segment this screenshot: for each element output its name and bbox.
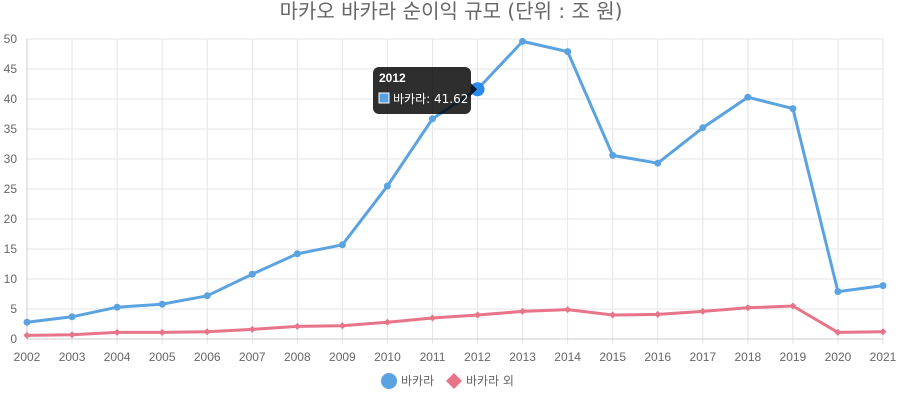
y-tick-label: 35 xyxy=(4,122,18,136)
data-point xyxy=(564,48,572,56)
data-point xyxy=(789,302,797,310)
legend-label: 바카라 외 xyxy=(466,374,514,388)
data-point xyxy=(113,303,121,311)
x-tick-label: 2017 xyxy=(689,350,716,364)
data-point xyxy=(203,292,211,300)
data-point xyxy=(113,328,121,336)
y-tick-label: 15 xyxy=(4,242,18,256)
tooltip-box xyxy=(373,67,471,114)
legend-item-series-2[interactable]: 바카라 외 xyxy=(446,373,514,389)
x-tick-label: 2009 xyxy=(329,350,356,364)
data-point xyxy=(519,37,527,45)
data-point xyxy=(744,304,752,312)
series-2 xyxy=(23,302,887,339)
data-point xyxy=(744,93,752,101)
data-point xyxy=(293,322,301,330)
data-point xyxy=(203,328,211,336)
tooltip-color-swatch xyxy=(378,92,390,104)
x-tick-label: 2007 xyxy=(239,350,266,364)
x-tick-label: 2004 xyxy=(104,350,131,364)
data-point xyxy=(158,328,166,336)
tooltip-series-label: 바카라: xyxy=(393,92,434,106)
x-tick-label: 2013 xyxy=(509,350,536,364)
data-point xyxy=(68,313,76,321)
tooltip-title: 2012 xyxy=(379,71,406,85)
data-point xyxy=(23,318,31,326)
x-tick-label: 2008 xyxy=(284,350,311,364)
y-axis-tick-labels: 0 5 10 15 20 25 30 35 40 45 50 xyxy=(4,32,18,346)
y-tick-label: 50 xyxy=(4,32,18,46)
data-point xyxy=(609,311,617,319)
x-tick-label: 2018 xyxy=(734,350,761,364)
y-tick-label: 20 xyxy=(4,212,18,226)
data-point xyxy=(699,124,707,132)
data-point xyxy=(68,331,76,339)
x-tick-label: 2021 xyxy=(870,350,897,364)
x-tick-label: 2012 xyxy=(464,350,491,364)
y-tick-label: 30 xyxy=(4,152,18,166)
data-point xyxy=(338,241,346,249)
data-point xyxy=(609,151,617,159)
x-tick-label: 2019 xyxy=(780,350,807,364)
legend-marker-diamond xyxy=(446,373,462,389)
data-point xyxy=(293,250,301,258)
legend[interactable]: 바카라 바카라 외 xyxy=(381,373,514,389)
chart-title: 마카오 바카라 순이익 규모 (단위 : 조 원) xyxy=(280,0,623,23)
x-tick-label: 2006 xyxy=(194,350,221,364)
x-tick-label: 2020 xyxy=(825,350,852,364)
y-tick-label: 40 xyxy=(4,92,18,106)
data-point xyxy=(564,306,572,314)
data-point xyxy=(428,115,436,123)
data-point xyxy=(699,307,707,315)
x-tick-label: 2005 xyxy=(149,350,176,364)
highlighted-data-point xyxy=(470,82,485,97)
data-point xyxy=(248,325,256,333)
data-point xyxy=(428,314,436,322)
x-tick-label: 2011 xyxy=(420,350,446,364)
data-point xyxy=(789,105,797,113)
data-point xyxy=(879,328,887,336)
data-point xyxy=(383,318,391,326)
x-tick-label: 2016 xyxy=(644,350,671,364)
y-tick-label: 10 xyxy=(4,272,18,286)
data-point xyxy=(383,182,391,190)
legend-marker-circle xyxy=(381,373,397,389)
tooltip-value: 바카라: 41.62 xyxy=(393,92,468,106)
series-line xyxy=(25,304,885,337)
x-tick-label: 2014 xyxy=(554,350,581,364)
data-point xyxy=(519,307,527,315)
x-tick-label: 2010 xyxy=(374,350,401,364)
data-point xyxy=(248,270,256,278)
legend-label: 바카라 xyxy=(401,374,434,388)
tooltip-value-number: 41.62 xyxy=(434,92,468,106)
data-point xyxy=(654,310,662,318)
data-point xyxy=(338,322,346,330)
y-tick-label: 0 xyxy=(10,332,17,346)
tooltip-caret xyxy=(471,83,477,96)
y-tick-label: 25 xyxy=(4,182,18,196)
legend-item-series-1[interactable]: 바카라 xyxy=(381,373,434,389)
data-point xyxy=(834,328,842,336)
x-axis-tick-labels: 2002 2003 2004 2005 2006 2007 2008 2009 2010 2011… xyxy=(14,350,897,364)
y-tick-label: 45 xyxy=(4,62,18,76)
data-point xyxy=(879,282,887,290)
x-tick-label: 2015 xyxy=(599,350,626,364)
y-tick-label: 5 xyxy=(10,302,17,316)
tooltip: 2012 바카라: 41.62 xyxy=(373,67,477,114)
data-point xyxy=(654,159,662,167)
x-tick-label: 2002 xyxy=(14,350,41,364)
data-point xyxy=(158,300,166,308)
data-point xyxy=(834,288,842,296)
x-tick-label: 2003 xyxy=(59,350,86,364)
data-point xyxy=(23,331,31,339)
data-point xyxy=(474,311,482,319)
axes xyxy=(26,39,883,340)
